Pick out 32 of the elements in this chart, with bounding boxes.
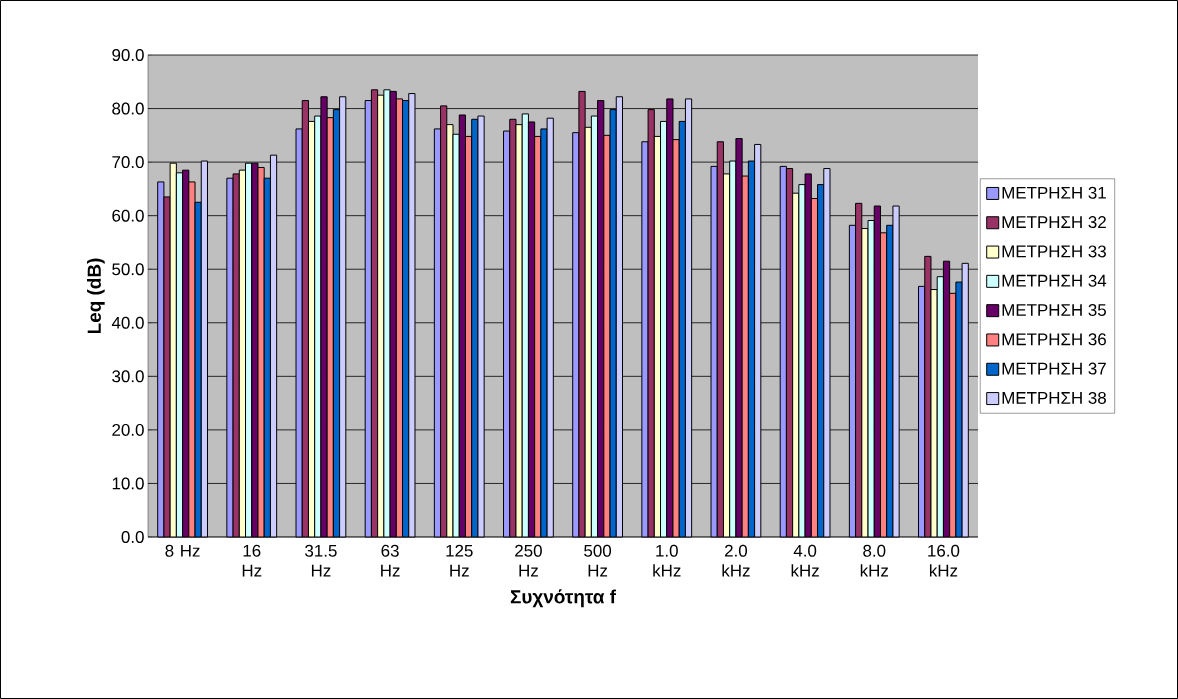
legend-label: ΜΕΤΡΗΣΗ 31 xyxy=(1002,186,1106,199)
x-tick-label: 4.0 kHz xyxy=(791,544,819,577)
x-tick-label: 8.0 kHz xyxy=(860,544,888,577)
x-tick-label: 125 Hz xyxy=(446,544,473,577)
x-tick-label: 250 Hz xyxy=(515,544,542,577)
x-axis-title: Συχνότητα f xyxy=(510,589,617,608)
y-tick-label: 50.0 xyxy=(112,263,144,276)
y-tick-label: 70.0 xyxy=(112,156,144,169)
y-axis-title: Leq (dB) xyxy=(87,258,105,334)
y-tick-label: 40.0 xyxy=(111,316,144,329)
x-tick-label: 8 Hz xyxy=(165,544,200,557)
y-tick-label: 30.0 xyxy=(112,370,144,383)
legend-label: ΜΕΤΡΗΣΗ 35 xyxy=(1002,303,1106,316)
y-tick-label: 0.0 xyxy=(121,531,144,543)
x-tick-label: 63 Hz xyxy=(381,544,400,577)
legend-label: ΜΕΤΡΗΣΗ 36 xyxy=(1002,333,1106,346)
x-tick-label: 1.0 kHz xyxy=(653,544,681,577)
y-tick-label: 20.0 xyxy=(112,423,144,436)
y-tick-label: 80.0 xyxy=(112,102,144,115)
x-tick-label: 2.0 kHz xyxy=(722,544,750,577)
x-tick-label: 31.5 Hz xyxy=(305,544,337,577)
legend-label: ΜΕΤΡΗΣΗ 32 xyxy=(1002,216,1106,229)
x-tick-label: 16.0 kHz xyxy=(928,544,960,577)
y-tick-label: 90.0 xyxy=(112,49,144,62)
legend-label: ΜΕΤΡΗΣΗ 38 xyxy=(1002,391,1106,404)
x-tick-label: 16 Hz xyxy=(242,544,262,577)
x-tick-label: 500 Hz xyxy=(584,544,612,577)
legend-label: ΜΕΤΡΗΣΗ 33 xyxy=(1002,245,1106,258)
y-tick-label: 60.0 xyxy=(112,209,144,222)
y-tick-label: 10.0 xyxy=(112,477,144,490)
legend-label: ΜΕΤΡΗΣΗ 34 xyxy=(1002,274,1107,287)
legend-label: ΜΕΤΡΗΣΗ 37 xyxy=(1002,362,1106,375)
